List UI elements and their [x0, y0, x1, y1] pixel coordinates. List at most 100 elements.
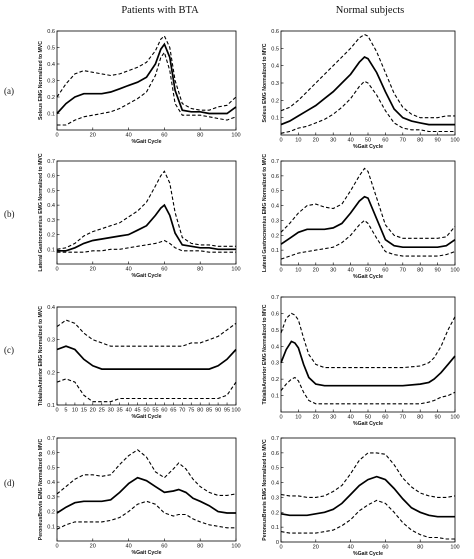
y-tick-label: 0.3 [271, 218, 279, 224]
x-tick-label: 60 [382, 415, 388, 421]
x-tick-label: 80 [417, 415, 423, 421]
x-tick-label: 50 [143, 408, 149, 414]
y-axis-label: Soleus EMG Normalized to MVC [262, 43, 268, 122]
x-tick-label: 100 [450, 415, 459, 421]
emg-panel-1: 0 10 20 30 40 50 60 70 80 90 100 0.1 0.2 0.3 0.4 0.5 0.6… [262, 29, 460, 150]
x-tick-label: 0 [55, 267, 58, 273]
x-tick-label: 10 [295, 268, 301, 274]
x-tick-label: 20 [90, 544, 96, 550]
x-tick-label: 35 [117, 408, 123, 414]
x-tick-label: 30 [330, 138, 336, 144]
y-tick-label: 0.6 [47, 451, 55, 457]
y-tick-label: 0.2 [271, 233, 279, 239]
x-tick-label: 95 [224, 408, 230, 414]
column-header-patients: Patients with BTA [121, 5, 199, 16]
x-tick-label: 70 [400, 415, 406, 421]
y-axis-label: TibialisAnterior EMG Normalized to MVC [262, 304, 268, 404]
emg-panel-6: 0 20 40 60 80 100 0.1 0.2 0.3 0.4 0.5 0.6 0.7 %Gait C… [38, 436, 241, 556]
y-tick-label: 0.6 [47, 174, 55, 180]
y-axis-label: Lateral Gastrocnemius EMG Normalized to … [38, 153, 44, 271]
y-axis-label: PeroneusBrevis EMG Normalized to MVC [262, 439, 268, 541]
y-axis-label: TibialisAnterior EMG Normalized to MVC [38, 306, 44, 406]
row-label-b: (b) [4, 209, 15, 219]
x-tick-label: 40 [125, 267, 131, 273]
series-lower-line [280, 376, 456, 405]
x-tick-label: 100 [231, 544, 240, 550]
y-tick-label: 0.6 [271, 451, 279, 457]
x-tick-label: 60 [382, 138, 388, 144]
y-tick-label: 0.3 [47, 338, 55, 344]
plot-frame [56, 160, 237, 265]
x-tick-label: 0 [55, 544, 58, 550]
y-tick-label: 0.5 [271, 189, 279, 195]
y-tick-label: 0.2 [47, 95, 55, 101]
series-mean-line [280, 195, 456, 249]
y-tick-label: 0.1 [271, 525, 279, 531]
series-mean-line [56, 476, 236, 514]
emg-panel-7: 0 20 40 60 80 100 0 0.1 0.2 0.3 0.4 0.5 0.6 0.7 %Gait … [262, 436, 460, 557]
series-upper-line [280, 452, 456, 498]
plot-frame [56, 30, 237, 131]
x-tick-label: 20 [313, 415, 319, 421]
series-lower-line [56, 378, 237, 403]
y-tick-label: 0.2 [47, 233, 55, 239]
y-tick-label: 0.6 [271, 29, 279, 35]
x-axis-label: %Gait Cycle [353, 274, 383, 280]
x-tick-label: 100 [450, 545, 459, 551]
x-tick-label: 30 [108, 408, 114, 414]
plot-frame [280, 437, 456, 543]
series-upper-line [56, 449, 237, 496]
x-tick-label: 100 [450, 138, 459, 144]
series-upper-line [280, 167, 456, 239]
series-upper-line [56, 35, 237, 111]
y-tick-label: 0.4 [47, 480, 55, 486]
series-lower-line [280, 80, 455, 134]
y-tick-label: 0.5 [271, 46, 279, 52]
series-upper-line [280, 312, 456, 369]
y-tick-label: 0.5 [47, 188, 55, 194]
series-mean-line [280, 340, 456, 387]
x-axis-label: %Gait Cycle [353, 144, 383, 150]
y-tick-label: 0.4 [271, 481, 279, 487]
x-tick-label: 100 [231, 408, 240, 414]
x-axis-label: %Gait Cycle [132, 273, 162, 279]
x-axis-label: %Gait Cycle [353, 551, 383, 557]
x-tick-label: 90 [434, 415, 440, 421]
x-tick-label: 45 [134, 408, 140, 414]
x-tick-label: 70 [400, 268, 406, 274]
emg-panel-5: 0 10 20 30 40 50 60 70 80 90 100 0.1 0.2 0.3 0.4 0.5 0.6… [262, 295, 460, 427]
y-axis-label: Lateral Gastrocnemius EMG Normalized to … [262, 154, 268, 272]
x-tick-label: 60 [382, 545, 388, 551]
y-tick-label: 0.5 [271, 466, 279, 472]
x-tick-label: 0 [55, 133, 58, 139]
emg-panel-4: 0 5 10 15 20 25 30 35 40 45 50 55 60 65 70 75 80 85 90 95 10… [38, 305, 241, 420]
x-tick-label: 60 [382, 268, 388, 274]
x-tick-label: 100 [231, 267, 240, 273]
x-tick-label: 5 [64, 408, 67, 414]
series-mean-line [280, 475, 455, 518]
x-tick-label: 25 [99, 408, 105, 414]
x-tick-label: 65 [170, 408, 176, 414]
series-mean-line [56, 42, 237, 115]
x-tick-label: 60 [161, 133, 167, 139]
y-tick-label: 0.2 [271, 377, 279, 383]
row-label-c: (c) [4, 345, 14, 355]
series-lower-line [280, 499, 455, 540]
y-tick-label: 0.1 [47, 112, 55, 118]
x-tick-label: 10 [72, 408, 78, 414]
emg-panel-0: 0 20 40 60 80 100 0.1 0.2 0.3 0.4 0.5 0.6 %Gait Cycl… [38, 29, 241, 145]
x-axis-label: %Gait Cycle [132, 139, 162, 145]
x-tick-label: 60 [161, 544, 167, 550]
y-tick-label: 0.7 [47, 436, 55, 442]
plot-frame [280, 296, 456, 413]
x-tick-label: 50 [365, 268, 371, 274]
row-label-d: (d) [4, 478, 15, 488]
series-upper-line [56, 319, 237, 347]
x-tick-label: 40 [125, 544, 131, 550]
x-tick-label: 40 [125, 133, 131, 139]
x-tick-label: 75 [188, 408, 194, 414]
x-tick-label: 100 [231, 133, 240, 139]
y-tick-label: 0.1 [271, 394, 279, 400]
